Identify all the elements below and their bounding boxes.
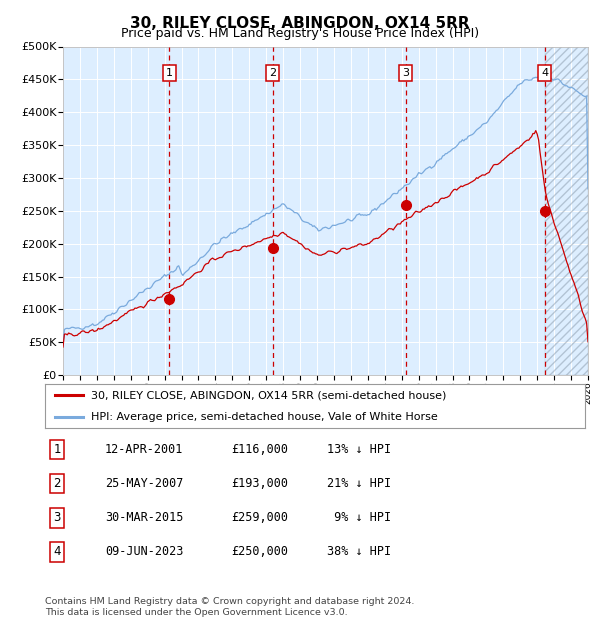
- Text: 25-MAY-2007: 25-MAY-2007: [105, 477, 184, 490]
- Text: 9% ↓ HPI: 9% ↓ HPI: [327, 512, 391, 524]
- Text: 30-MAR-2015: 30-MAR-2015: [105, 512, 184, 524]
- Text: 21% ↓ HPI: 21% ↓ HPI: [327, 477, 391, 490]
- Text: 09-JUN-2023: 09-JUN-2023: [105, 546, 184, 558]
- Bar: [545, 46, 588, 375]
- Text: 30, RILEY CLOSE, ABINGDON, OX14 5RR (semi-detached house): 30, RILEY CLOSE, ABINGDON, OX14 5RR (sem…: [91, 390, 446, 401]
- Text: 38% ↓ HPI: 38% ↓ HPI: [327, 546, 391, 558]
- Text: 2: 2: [269, 68, 277, 78]
- Text: £116,000: £116,000: [231, 443, 288, 456]
- Text: £259,000: £259,000: [231, 512, 288, 524]
- Text: Contains HM Land Registry data © Crown copyright and database right 2024.
This d: Contains HM Land Registry data © Crown c…: [45, 598, 415, 617]
- Text: 3: 3: [53, 512, 61, 524]
- Text: £193,000: £193,000: [231, 477, 288, 490]
- Text: 4: 4: [541, 68, 548, 78]
- Text: 1: 1: [166, 68, 173, 78]
- Text: 4: 4: [53, 546, 61, 558]
- Text: Price paid vs. HM Land Registry's House Price Index (HPI): Price paid vs. HM Land Registry's House …: [121, 27, 479, 40]
- Text: 30, RILEY CLOSE, ABINGDON, OX14 5RR: 30, RILEY CLOSE, ABINGDON, OX14 5RR: [130, 16, 470, 30]
- Bar: [545, 46, 588, 375]
- Text: 1: 1: [53, 443, 61, 456]
- Text: 2: 2: [53, 477, 61, 490]
- Text: 3: 3: [402, 68, 409, 78]
- Text: 13% ↓ HPI: 13% ↓ HPI: [327, 443, 391, 456]
- Text: £250,000: £250,000: [231, 546, 288, 558]
- Text: HPI: Average price, semi-detached house, Vale of White Horse: HPI: Average price, semi-detached house,…: [91, 412, 437, 422]
- Text: 12-APR-2001: 12-APR-2001: [105, 443, 184, 456]
